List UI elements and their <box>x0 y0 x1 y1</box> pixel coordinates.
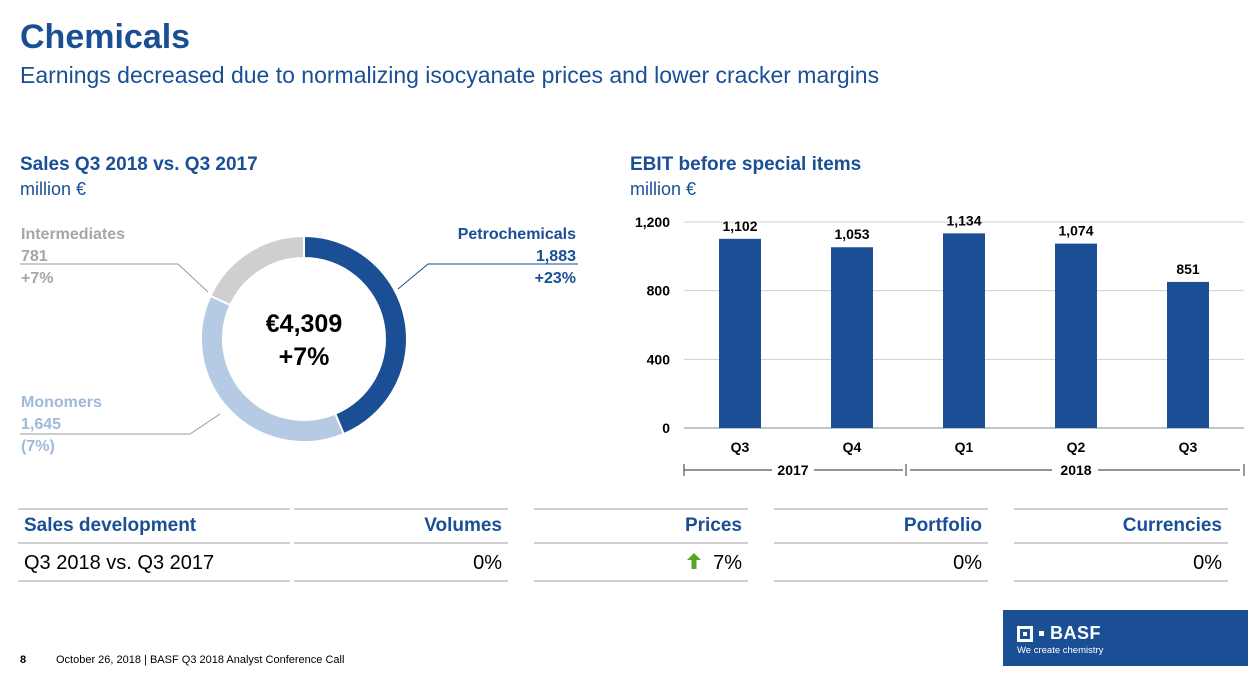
bar-5 <box>1167 281 1209 428</box>
y-tick-label: 400 <box>647 351 671 367</box>
basf-logo-mark: BASF <box>1017 623 1101 644</box>
petrochemicals-name: Petrochemicals <box>457 226 576 243</box>
donut-center-value: €4,309 <box>265 310 343 338</box>
sales-title: Sales Q3 2018 vs. Q3 2017 <box>20 154 258 175</box>
logo-square-icon <box>1017 625 1033 642</box>
logo-dot-icon <box>1039 631 1044 636</box>
intermediates-leader-line <box>20 263 209 293</box>
basf-logo: BASF We create chemistry <box>1003 610 1248 666</box>
bar-2 <box>831 247 873 428</box>
donut-slice-intermediates <box>209 234 305 307</box>
y-tick-label: 0 <box>662 420 670 436</box>
logo-tagline: We create chemistry <box>1017 645 1104 656</box>
header-portfolio: Portfolio <box>774 508 988 544</box>
year-2018-label: 2018 <box>1060 462 1091 478</box>
intermediates-value: 781 <box>21 248 48 265</box>
monomers-leader-line <box>20 413 221 435</box>
header-currencies: Currencies <box>1014 508 1228 544</box>
monomers-name: Monomers <box>21 394 102 411</box>
petrochemicals-leader-line <box>397 263 578 290</box>
x-tick-label: Q3 <box>731 439 750 455</box>
header-volumes: Volumes <box>294 508 508 544</box>
row-label: Q3 2018 vs. Q3 2017 <box>18 546 290 582</box>
bar-3 <box>943 233 985 428</box>
footer-text: October 26, 2018 | BASF Q3 2018 Analyst … <box>56 654 345 666</box>
year-2017-label: 2017 <box>777 462 808 478</box>
page-title: Chemicals <box>20 18 191 56</box>
donut-center-change: +7% <box>278 343 330 371</box>
intermediates-name: Intermediates <box>21 226 126 243</box>
ebit-bar-chart: 0 400 800 1,200 1,102 1,053 1,134 1,074 851 Q3 Q… <box>635 212 1245 478</box>
y-tick-label: 1,200 <box>635 214 670 230</box>
monomers-value: 1,645 <box>21 416 62 433</box>
bar-value-label: 1,074 <box>1058 223 1093 239</box>
petrochemicals-value: 1,883 <box>535 248 576 265</box>
up-arrow-icon <box>687 552 702 574</box>
petrochemicals-change: +23% <box>534 270 576 287</box>
bar-1 <box>719 238 761 428</box>
header-prices: Prices <box>534 508 748 544</box>
x-tick-label: Q4 <box>843 439 862 455</box>
page-subtitle: Earnings decreased due to normalizing is… <box>20 62 880 88</box>
logo-name: BASF <box>1050 623 1101 643</box>
monomers-label: Monomers 1,645 (7%) <box>21 392 102 458</box>
bar-value-label: 1,134 <box>946 212 981 228</box>
volumes-value: 0% <box>294 546 508 582</box>
sales-unit: million € <box>20 179 87 199</box>
ebit-unit: million € <box>630 179 697 199</box>
x-tick-label: Q1 <box>955 439 974 455</box>
x-tick-label: Q2 <box>1067 439 1086 455</box>
monomers-change: (7%) <box>21 438 55 455</box>
prices-value: 7% <box>713 551 742 574</box>
bar-value-label: 1,102 <box>722 218 757 234</box>
header-sales-development: Sales development <box>18 508 290 544</box>
prices-cell: 7% <box>534 546 748 582</box>
bar-value-label: 851 <box>1176 261 1200 277</box>
donut-center-total: €4,309 +7% <box>214 308 394 374</box>
intermediates-label: Intermediates 781 +7% <box>21 224 125 290</box>
intermediates-change: +7% <box>21 270 54 287</box>
x-tick-label: Q3 <box>1179 439 1198 455</box>
y-tick-label: 800 <box>647 283 671 299</box>
petrochemicals-label: Petrochemicals 1,883 +23% <box>400 224 576 290</box>
ebit-title: EBIT before special items <box>630 154 862 175</box>
currencies-value: 0% <box>1014 546 1228 582</box>
bar-value-label: 1,053 <box>834 226 869 242</box>
portfolio-value: 0% <box>774 546 988 582</box>
sales-donut-chart <box>20 234 578 443</box>
page-number: 8 <box>20 654 27 666</box>
bar-4 <box>1055 243 1097 428</box>
